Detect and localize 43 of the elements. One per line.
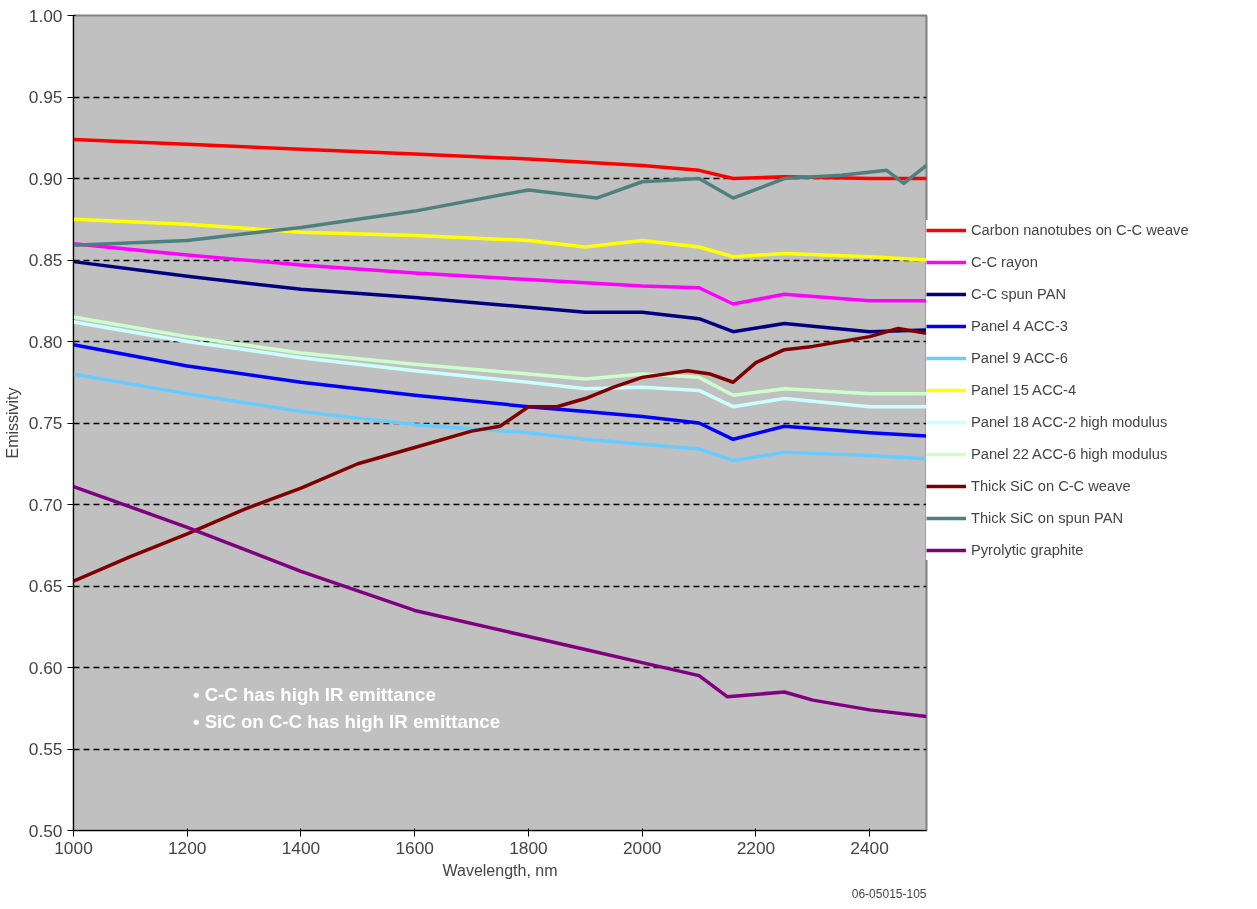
line-series <box>73 315 927 398</box>
line-series <box>73 372 927 463</box>
annotation: • SiC on C-C has high IR emittance <box>192 710 501 732</box>
y-tick-label: 0.75 <box>28 413 63 433</box>
y-tick-label: 1.00 <box>28 5 63 26</box>
line-series <box>73 163 927 248</box>
y-axis-title: Emissivity <box>3 387 21 459</box>
annotation: • C-C has high IR emittance <box>192 683 436 705</box>
x-axis-title: Wavelength, nm <box>442 861 558 879</box>
x-tick-label: 1200 <box>167 837 207 858</box>
text: 06-05015-105 <box>851 886 927 901</box>
y-tick-label: 0.60 <box>28 657 63 678</box>
legend-label: Panel 15 ACC-4 <box>971 382 1077 398</box>
y-tick-label: 0.65 <box>28 576 63 596</box>
x-tick-label: 2200 <box>736 837 776 858</box>
line-series <box>73 137 927 181</box>
line-series <box>73 326 927 583</box>
y-tick-label: 0.85 <box>28 250 63 270</box>
line-series <box>73 241 927 306</box>
line-series <box>73 217 927 262</box>
y-tick-label: 0.95 <box>28 87 63 107</box>
y-tick-label: 0.90 <box>28 168 63 189</box>
line-series <box>73 259 927 334</box>
legend-label: Panel 18 ACC-2 high modulus <box>971 414 1168 430</box>
x-tick-label: 1600 <box>395 837 434 858</box>
legend-label: Panel 9 ACC-6 <box>971 350 1068 366</box>
x-tick-label: 2400 <box>850 837 889 858</box>
legend-label: C-C spun PAN <box>971 286 1067 302</box>
legend-label: Thick SiC on C-C weave <box>971 478 1131 494</box>
legend-label: Panel 4 ACC-3 <box>971 318 1068 334</box>
x-tick-label: 2000 <box>622 837 662 858</box>
legend-label: Carbon nanotubes on C-C weave <box>971 222 1189 238</box>
y-tick-label: 0.80 <box>28 331 63 352</box>
legend-label: Pyrolytic graphite <box>971 542 1084 558</box>
line-series <box>73 343 927 442</box>
y-tick-label: 0.55 <box>28 739 63 759</box>
x-tick-label: 1800 <box>509 837 548 858</box>
legend-label: C-C rayon <box>971 254 1038 270</box>
legend-label: Thick SiC on spun PAN <box>971 510 1124 526</box>
x-tick-label: 1400 <box>281 837 321 858</box>
y-tick-label: 0.70 <box>28 494 63 515</box>
legend-label: Panel 22 ACC-6 high modulus <box>971 446 1168 462</box>
line-series <box>73 320 927 409</box>
